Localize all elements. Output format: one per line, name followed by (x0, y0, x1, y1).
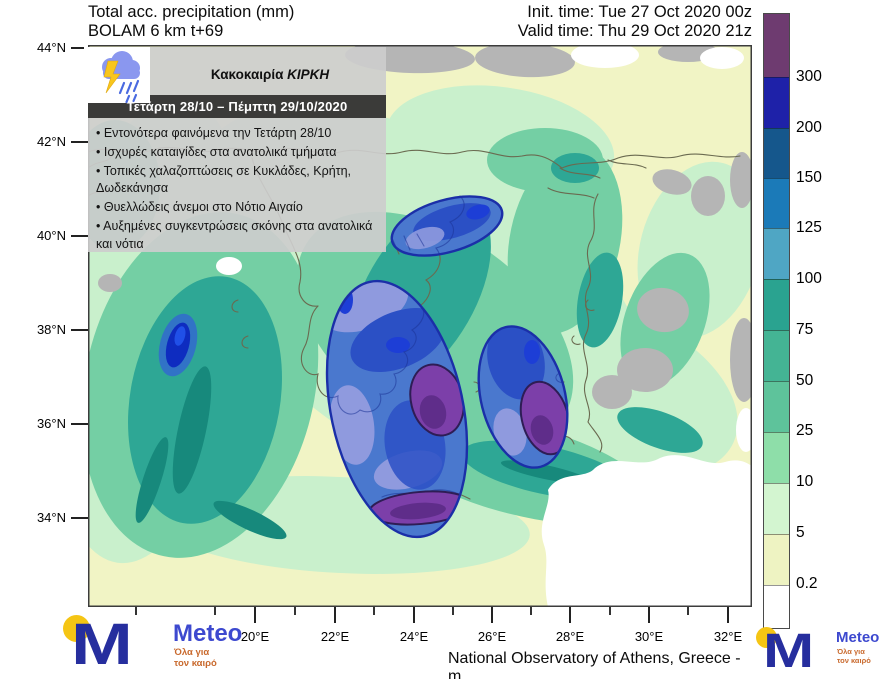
bullet-item: • Αυξημένες συγκεντρώσεις σκόνης στα ανα… (96, 218, 373, 251)
lat-label: 42°N (36, 134, 66, 149)
colorbar-segment (764, 533, 789, 585)
colorbar-segment (764, 330, 789, 382)
bullet-item: • Εντονότερα φαινόμενα την Τετάρτη 28/10 (96, 126, 332, 140)
lon-minor-tick (452, 607, 454, 615)
hail-core-ellipse-central (409, 363, 465, 437)
lon-label: 20°E (240, 629, 270, 644)
lat-tick (71, 141, 88, 143)
title-line1: Total acc. precipitation (mm) (88, 3, 295, 21)
lon-tick (727, 607, 729, 623)
meteo-logo-name: Meteo (173, 620, 243, 647)
colorbar-label: 150 (796, 169, 822, 186)
meteo-logo-right: M Meteo Όλα για τον καιρό (752, 615, 880, 679)
lon-minor-tick (294, 607, 296, 615)
colorbar-segment (764, 584, 789, 629)
meteo-logo-tagline: Όλα για τον καιρό (837, 647, 871, 665)
colorbar-label: 75 (796, 321, 814, 338)
colorbar-segment (764, 431, 789, 483)
lat-label: 36°N (36, 416, 66, 431)
lat-tick (71, 235, 88, 237)
storm-bullet-list: • Εντονότερα φαινόμενα την Τετάρτη 28/10… (96, 125, 380, 254)
colorbar-label: 5 (796, 524, 805, 541)
init-time: Init. time: Tue 27 Oct 2020 00z (527, 3, 752, 21)
lat-label: 40°N (36, 228, 66, 243)
lon-tick (491, 607, 493, 623)
lon-minor-tick (530, 607, 532, 615)
colorbar-segment (764, 279, 789, 331)
storm-cloud-icon (84, 47, 150, 104)
colorbar-label: 25 (796, 422, 814, 439)
colorbar-label: 50 (796, 372, 814, 389)
lon-tick (648, 607, 650, 623)
lon-label: 32°E (713, 629, 743, 644)
meteo-logo-left: M Meteo Όλα για τον καιρό (55, 612, 285, 678)
storm-annotation-ellipse-north (385, 185, 509, 267)
colorbar-label: 300 (796, 68, 822, 85)
lon-tick (334, 607, 336, 623)
weather-warning-info-box: Κακοκαιρία ΚΙΡΚΗ Τετάρτη 28/10 – Πέμπτη … (84, 47, 386, 252)
bullet-item: • Τοπικές χαλαζοπτώσεις σε Κυκλάδες, Κρή… (96, 163, 352, 196)
annotation-outlines (325, 195, 569, 539)
no-precip-region (216, 45, 752, 607)
lon-tick (569, 607, 571, 623)
storm-name: ΚΙΡΚΗ (287, 67, 330, 82)
colorbar-segment (764, 228, 789, 280)
lon-minor-tick (687, 607, 689, 615)
title-line2: BOLAM 6 km t+69 (88, 22, 224, 40)
colorbar-segment (764, 127, 789, 179)
colorbar-label: 125 (796, 219, 822, 236)
storm-date-bar: Τετάρτη 28/10 – Πέμπτη 29/10/2020 (88, 95, 386, 118)
run-times: Init. time: Tue 27 Oct 2020 00z Valid ti… (518, 3, 752, 41)
attribution-text: National Observatory of Athens, Greece -… (448, 650, 741, 679)
hail-core-ellipse-east (519, 380, 571, 456)
colorbar-segment (764, 178, 789, 229)
precip-maximum-spot (158, 313, 198, 377)
storm-annotation-ellipse-central (305, 268, 489, 537)
colorbar-segment (764, 76, 789, 128)
valid-time: Valid time: Thu 29 Oct 2020 21z (517, 22, 752, 40)
meteo-logo-name: Meteo (836, 629, 880, 646)
bullet-item: • Θυελλώδεις άνεμοι στο Νότιο Αιγαίο (96, 200, 303, 214)
meteo-logo-yellow-dot (63, 615, 90, 642)
bullet-item: • Ισχυρές καταιγίδες στα ανατολικά τμήμα… (96, 144, 337, 159)
map-title: Total acc. precipitation (mm) BOLAM 6 km… (88, 3, 294, 41)
lat-label: 44°N (36, 40, 66, 55)
lat-tick (71, 329, 88, 331)
lon-minor-tick (214, 607, 216, 615)
colorbar-label: 0.2 (796, 575, 818, 592)
lon-tick (413, 607, 415, 623)
lon-label: 26°E (477, 629, 507, 644)
colorbar-segment (764, 381, 789, 432)
lon-label: 28°E (555, 629, 585, 644)
lon-label: 24°E (399, 629, 429, 644)
storm-name-title: Κακοκαιρία ΚΙΡΚΗ (210, 67, 330, 82)
lat-tick (71, 423, 88, 425)
colorbar-label: 100 (796, 270, 822, 287)
storm-annotation-ellipse-east (464, 316, 582, 478)
hail-core-ellipse-south (368, 490, 472, 526)
colorbar-segment (764, 482, 789, 534)
lon-minor-tick (609, 607, 611, 615)
lat-tick (71, 517, 88, 519)
precipitation-colorbar (763, 13, 790, 629)
lat-tick (71, 47, 88, 49)
colorbar-label: 200 (796, 119, 822, 136)
meteo-logo-m-mark: M (763, 625, 815, 678)
lon-tick (254, 607, 256, 623)
lon-label: 30°E (634, 629, 664, 644)
lon-minor-tick (135, 607, 137, 615)
meteo-logo-yellow-dot (756, 627, 777, 648)
colorbar-segment (764, 14, 789, 77)
map-frame (88, 45, 752, 607)
lon-label: 22°E (320, 629, 350, 644)
lon-minor-tick (373, 607, 375, 615)
meteo-logo-m-mark: M (71, 612, 133, 677)
meteo-logo-tagline: Όλα για τον καιρό (174, 647, 217, 669)
colorbar-label: 10 (796, 473, 814, 490)
lat-label: 34°N (36, 510, 66, 525)
lat-label: 38°N (36, 322, 66, 337)
